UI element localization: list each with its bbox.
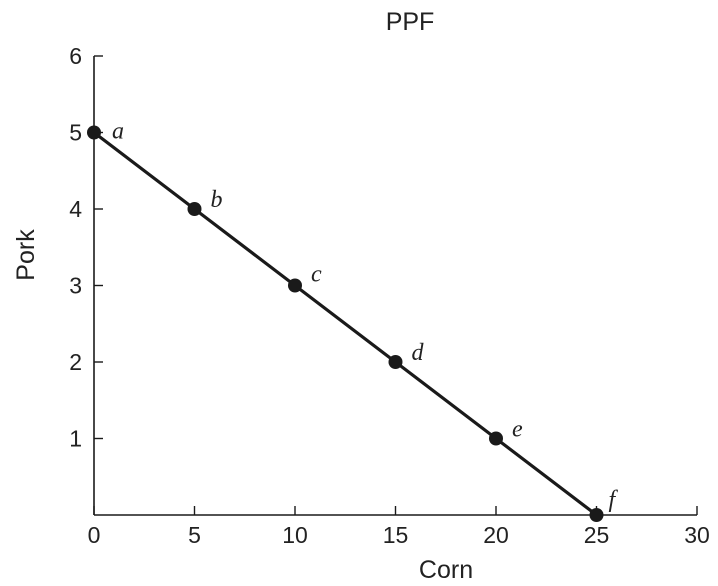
x-tick-label: 0: [88, 522, 101, 548]
data-point-a: [87, 125, 101, 140]
point-label-d: d: [412, 340, 425, 366]
data-point-f: [589, 508, 604, 522]
x-tick-label: 15: [383, 522, 409, 548]
point-label-f: f: [609, 487, 619, 513]
ticks: 0 5 10 15 20 25 30 1 2 3 4 5 6: [69, 43, 710, 548]
point-label-b: b: [211, 187, 223, 213]
y-tick-label: 3: [69, 273, 82, 299]
y-tick-label: 5: [69, 120, 82, 146]
y-tick-label: 1: [69, 426, 82, 452]
point-label-e: e: [512, 417, 523, 443]
data-point-b: [187, 202, 202, 216]
axes: [93, 56, 697, 516]
x-tick-label: 20: [483, 522, 509, 548]
y-tick-label: 4: [69, 196, 82, 222]
series: a b c d e f: [87, 119, 619, 522]
y-axis-label: Pork: [12, 229, 40, 281]
x-tick-label: 5: [188, 522, 201, 548]
data-point-c: [288, 278, 302, 293]
y-tick-label: 6: [69, 43, 82, 69]
chart-title: PPF: [386, 8, 435, 36]
data-point-d: [388, 355, 403, 369]
point-label-a: a: [112, 119, 124, 145]
x-tick-label: 10: [282, 522, 308, 548]
x-axis-label: Corn: [419, 556, 473, 584]
data-point-e: [489, 431, 503, 446]
x-tick-label: 30: [684, 522, 710, 548]
ppf-line: [93, 131, 598, 517]
y-tick-label: 2: [69, 349, 82, 375]
point-label-c: c: [311, 262, 322, 288]
x-tick-label: 25: [584, 522, 610, 548]
